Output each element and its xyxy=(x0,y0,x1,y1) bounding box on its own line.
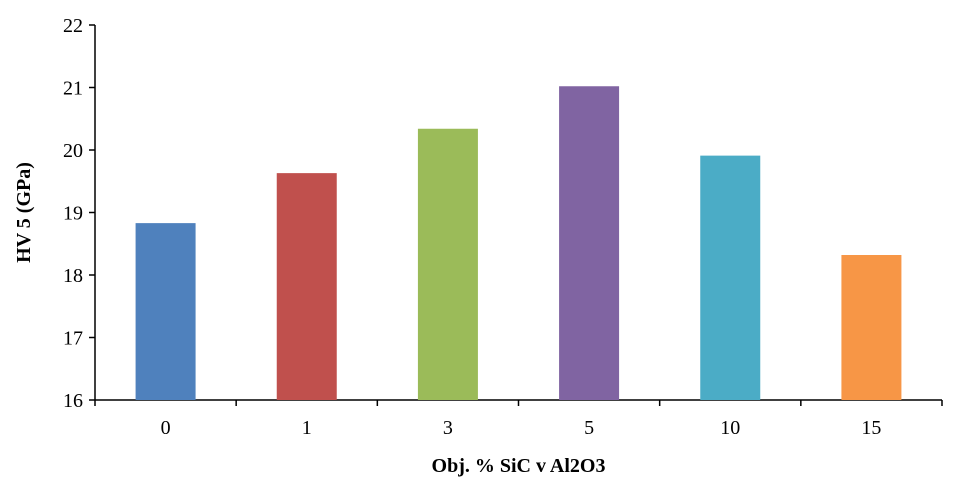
bar-10 xyxy=(700,155,761,400)
y-tick-label: 21 xyxy=(63,78,83,100)
x-tick-label: 1 xyxy=(302,417,312,439)
plot-area: 16 17 18 19 20 21 22 0 1 3 5 10 15 xyxy=(63,15,943,439)
bar-1 xyxy=(276,173,337,400)
bar-5 xyxy=(559,86,620,400)
y-tick-label: 16 xyxy=(63,390,83,412)
y-tick-label: 18 xyxy=(63,265,83,287)
x-tick-label: 10 xyxy=(720,417,740,439)
x-axis-title: Obj. % SiC v Al2O3 xyxy=(432,455,606,477)
bar-3 xyxy=(417,128,478,400)
x-tick-label: 5 xyxy=(584,417,594,439)
x-tick-label: 0 xyxy=(161,417,171,439)
y-tick-label: 20 xyxy=(63,140,83,162)
bar-15 xyxy=(841,255,902,400)
bar-0 xyxy=(135,223,196,400)
y-axis-title: HV 5 (GPa) xyxy=(13,162,35,263)
x-tick-label: 15 xyxy=(861,417,881,439)
y-tick-label: 22 xyxy=(63,15,83,37)
x-tick-label: 3 xyxy=(443,417,453,439)
y-tick-label: 19 xyxy=(63,203,83,225)
y-tick-label: 17 xyxy=(63,328,83,350)
